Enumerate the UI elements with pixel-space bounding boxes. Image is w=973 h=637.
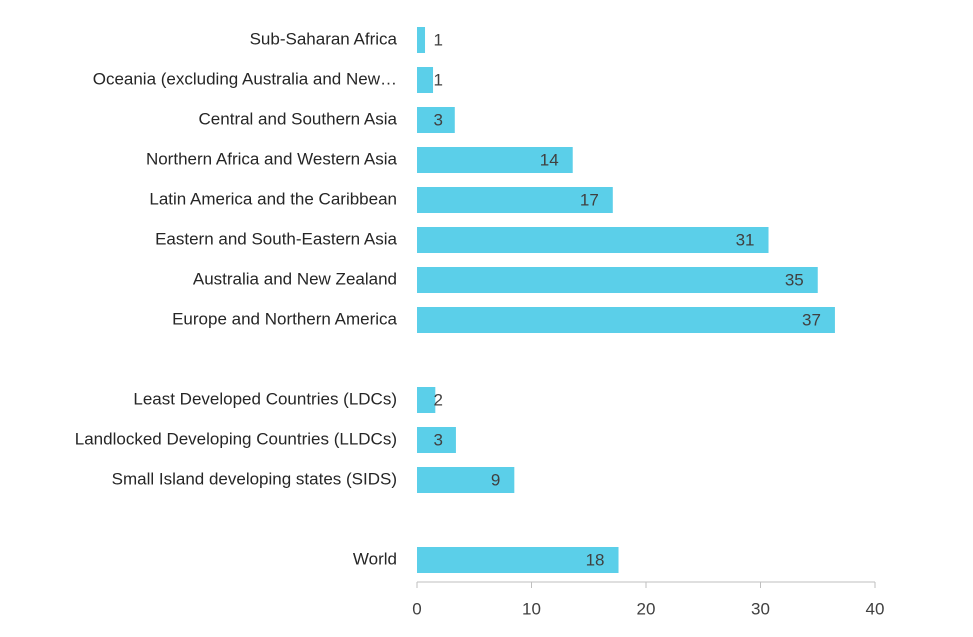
bar [417,27,426,53]
x-tick-label: 10 [522,599,541,618]
bar [417,227,769,253]
y-tick-label: Latin America and the Caribbean [149,189,397,208]
y-tick-label: Europe and Northern America [172,309,397,328]
y-tick-label: Least Developed Countries (LDCs) [133,389,397,408]
data-label: 1 [434,70,443,89]
bar [417,187,613,213]
data-label: 35 [785,270,804,289]
data-label: 18 [586,550,605,569]
y-tick-label: Australia and New Zealand [193,269,397,288]
data-label: 31 [736,230,755,249]
bar [417,107,455,133]
y-tick-label: Sub-Saharan Africa [250,29,398,48]
x-tick-label: 40 [866,599,885,618]
data-label: 1 [434,30,443,49]
data-label: 14 [540,150,559,169]
data-label: 9 [491,470,500,489]
y-tick-label: Central and Southern Asia [199,109,398,128]
bar [417,147,573,173]
bar [417,467,515,493]
data-label: 37 [802,310,821,329]
y-tick-label: World [353,549,397,568]
x-tick-label: 30 [751,599,770,618]
data-label: 3 [434,430,443,449]
data-label: 2 [434,390,443,409]
bar [417,547,619,573]
bar [417,307,835,333]
data-label: 3 [434,110,443,129]
y-tick-label: Small Island developing states (SIDS) [112,469,397,488]
bar [417,387,436,413]
y-tick-label: Landlocked Developing Countries (LLDCs) [75,429,397,448]
y-tick-label: Eastern and South-Eastern Asia [155,229,397,248]
x-tick-label: 20 [637,599,656,618]
x-tick-label: 0 [412,599,421,618]
bar [417,67,434,93]
y-tick-label: Northern Africa and Western Asia [146,149,398,168]
bar [417,267,818,293]
y-tick-label: Oceania (excluding Australia and New… [93,69,397,88]
data-label: 17 [580,190,599,209]
bar [417,427,456,453]
